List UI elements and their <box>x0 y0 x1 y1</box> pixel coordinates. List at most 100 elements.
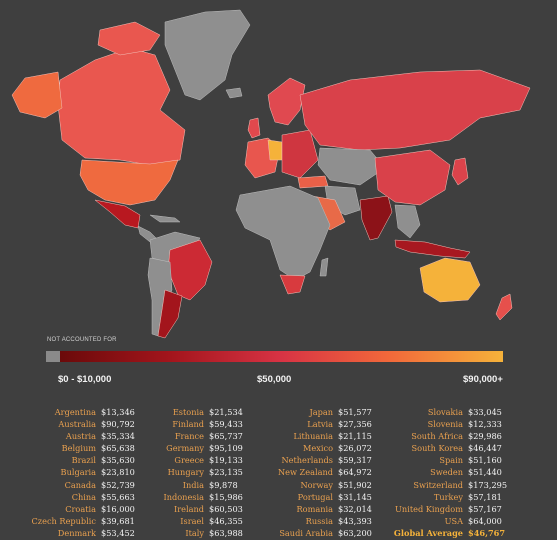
salary-value: $55,663 <box>101 491 135 502</box>
table-row: Israel $46,355 <box>133 515 243 527</box>
salary-value: $60,503 <box>209 503 243 514</box>
country-name: Croatia <box>65 503 96 514</box>
country-name: New Zealand <box>277 467 333 478</box>
country-name: Hungary <box>167 467 204 478</box>
salary-value: $21,115 <box>338 431 372 442</box>
country-name: Italy <box>185 527 204 538</box>
table-row: Turkey $57,181 <box>358 491 507 503</box>
country-name: Canada <box>64 479 96 490</box>
table-row: Ireland $60,503 <box>133 503 243 515</box>
salary-table-column-1: Argentina $13,346 Australia $90,792 Austria $… <box>0 406 135 539</box>
country-name: Portugal <box>297 491 333 502</box>
salary-value: $46,767 <box>468 527 506 538</box>
table-row: Saudi Arabia $63,200 <box>248 527 372 539</box>
country-name: Germany <box>166 443 204 454</box>
salary-value: $16,000 <box>101 503 135 514</box>
region-china <box>374 149 451 206</box>
salary-value: $52,739 <box>101 479 135 490</box>
table-row: France $65,737 <box>133 430 243 442</box>
country-name: Turkey <box>433 491 463 502</box>
table-row: South Korea $46,447 <box>358 442 507 454</box>
country-name: South Africa <box>411 431 463 442</box>
table-row: New Zealand $64,972 <box>248 466 372 478</box>
table-row: Slovakia $33,045 <box>358 406 507 418</box>
country-name: Argentina <box>54 407 96 417</box>
salary-value: $27,356 <box>338 419 372 430</box>
region-brazil <box>167 239 213 301</box>
salary-value: $26,072 <box>338 443 372 454</box>
legend-tick-low: $0 - $10,000 <box>58 374 112 385</box>
country-name: Sweden <box>430 467 463 478</box>
region-central-asia <box>317 147 386 186</box>
country-name: Mexico <box>303 443 333 454</box>
table-row: Norway $51,902 <box>248 479 371 491</box>
salary-value: $65,737 <box>209 431 243 442</box>
region-alaska <box>11 71 63 119</box>
region-india <box>359 195 393 241</box>
region-russia <box>299 69 531 151</box>
country-name: Czech Republic <box>31 515 96 526</box>
legend-tick-mid: $50,000 <box>257 374 292 385</box>
world-map <box>11 9 531 339</box>
region-arctic-islands <box>97 21 161 56</box>
salary-table-column-4: Slovakia $33,045 Slovenia $12,333 South Afri… <box>358 406 507 539</box>
salary-value: $90,792 <box>101 419 135 430</box>
country-name: Slovakia <box>427 407 463 417</box>
region-eastern-europe <box>281 129 319 179</box>
table-row: Japan $51,577 <box>248 406 371 418</box>
salary-value: $23,135 <box>209 467 243 478</box>
table-row: USA $64,000 <box>358 515 507 527</box>
salary-value: $35,334 <box>101 431 135 442</box>
salary-value: $39,681 <box>101 515 135 526</box>
table-row: Croatia $16,000 <box>0 503 135 515</box>
table-row: Argentina $13,346 <box>0 406 135 418</box>
salary-value: $63,200 <box>338 527 372 538</box>
table-row: India $9,878 <box>133 479 243 491</box>
region-usa <box>79 159 179 206</box>
table-row: Indonesia $15,986 <box>133 491 243 503</box>
table-row: Greece $19,133 <box>133 454 243 466</box>
table-row: Sweden $51,440 <box>358 466 507 478</box>
legend-tick-high: $90,000+ <box>463 374 503 385</box>
salary-value: $29,986 <box>468 431 502 442</box>
table-row: United Kingdom $57,167 <box>358 503 507 515</box>
salary-value: $13,346 <box>101 407 135 417</box>
region-germany <box>267 139 283 161</box>
salary-value: $57,167 <box>468 503 502 514</box>
country-name: USA <box>444 515 463 526</box>
salary-value: $23,810 <box>101 467 135 478</box>
table-row: South Africa $29,986 <box>358 430 507 442</box>
salary-value: $57,181 <box>468 491 502 502</box>
salary-value: $31,145 <box>338 491 372 502</box>
region-indonesia <box>394 239 471 259</box>
salary-value: $43,393 <box>338 515 372 526</box>
country-name: Spain <box>439 455 463 466</box>
region-mexico <box>94 199 141 229</box>
region-south-africa <box>279 274 306 295</box>
salary-value: $95,109 <box>209 443 243 454</box>
table-row: Italy $63,988 <box>133 527 243 539</box>
country-name: Israel <box>180 515 204 526</box>
table-row: Spain $51,160 <box>358 454 507 466</box>
country-name: United Kingdom <box>395 503 463 514</box>
salary-value: $19,133 <box>209 455 243 466</box>
salary-value: $46,447 <box>468 443 502 454</box>
country-name: Australia <box>58 419 96 430</box>
region-argentina <box>157 289 183 339</box>
table-row: Bulgaria $23,810 <box>0 466 135 478</box>
table-row: Brazil $35,630 <box>0 454 135 466</box>
table-row: Belgium $65,638 <box>0 442 135 454</box>
region-southeast-asia <box>394 204 421 239</box>
region-caribbean <box>149 214 181 223</box>
table-row: Germany $95,109 <box>133 442 243 454</box>
country-name: Estonia <box>172 407 204 417</box>
region-scandinavia <box>267 77 306 126</box>
table-row: Russia $43,393 <box>248 515 372 527</box>
salary-value: $12,333 <box>468 419 502 430</box>
table-row: Finland $59,433 <box>133 418 242 430</box>
country-name: Belgium <box>61 443 96 454</box>
salary-table-column-3: Japan $51,577 Latvia $27,356 Lithuania $21,11… <box>248 406 372 539</box>
global-average-row: Global Average $46,767 <box>358 527 507 539</box>
country-name: Brazil <box>71 455 96 466</box>
table-row: Portugal $31,145 <box>248 491 372 503</box>
